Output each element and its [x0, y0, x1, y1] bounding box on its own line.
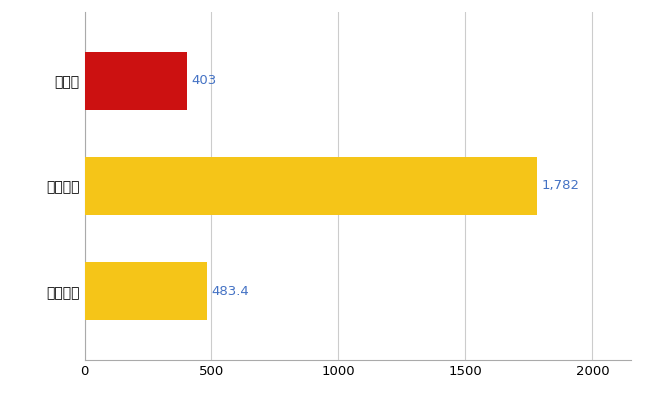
Text: 483.4: 483.4: [212, 285, 250, 298]
Text: 403: 403: [191, 74, 216, 87]
Bar: [84, 157, 537, 215]
Bar: [84, 52, 187, 110]
Bar: [84, 262, 207, 320]
Text: 1,782: 1,782: [541, 180, 580, 192]
